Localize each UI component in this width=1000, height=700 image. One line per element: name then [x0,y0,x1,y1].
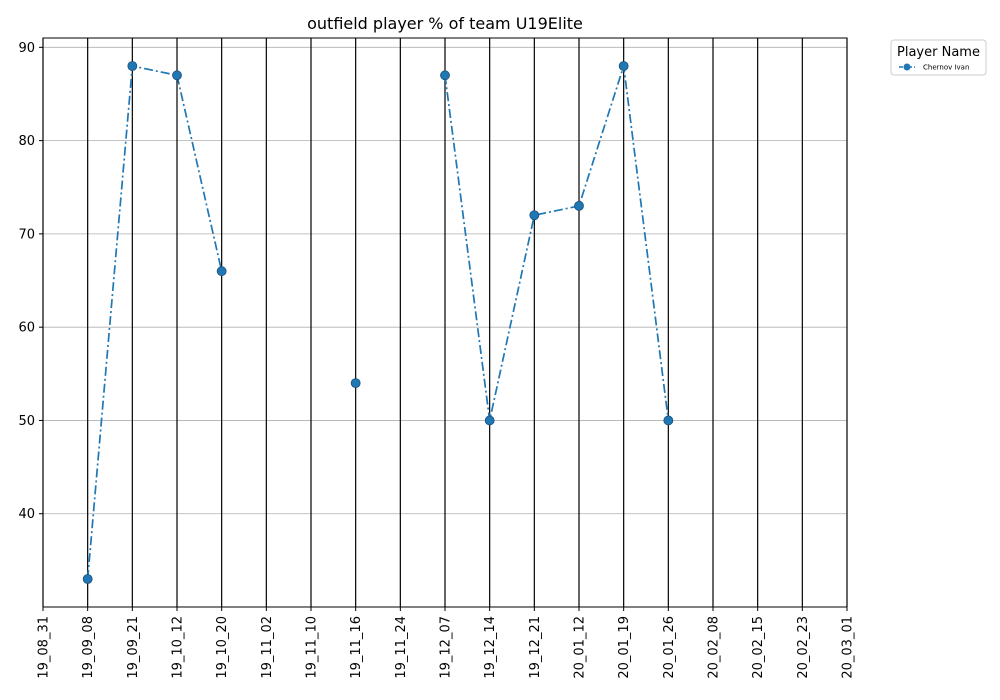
y-axis: 40 50 60 70 80 90 [18,41,43,522]
x-tick-label: 19_11_16 [349,616,364,679]
legend-entries: Chernov Ivan [899,63,969,72]
y-tick-label: 90 [18,41,35,56]
x-tick-label: 20_01_26 [662,616,677,679]
data-point [82,574,93,584]
data-point [484,415,495,426]
x-tick-label: 19_09_08 [81,616,96,679]
x-tick-label: 20_02_08 [707,616,722,679]
x-tick-label: 19_11_10 [305,616,320,679]
x-tick-label: 20_01_19 [617,616,632,679]
x-tick-label: 19_12_07 [439,616,454,679]
x-tick-label: 19_10_12 [171,616,186,679]
y-tick-label: 70 [18,227,35,242]
legend-title: Player Name [897,45,980,60]
x-tick-label: 19_10_20 [215,616,230,679]
y-tick-label: 80 [18,134,35,149]
series-line [444,65,670,421]
legend-entry-label: Chernov Ivan [923,64,969,72]
data-point [127,61,138,71]
x-tick-label: 20_02_15 [751,616,766,679]
data-point [618,61,629,71]
legend-marker [903,63,911,71]
x-tick-label: 19_09_21 [126,616,141,679]
data-point [172,70,182,81]
data-point [529,210,540,221]
y-tick-label: 60 [18,321,35,336]
series-line [86,64,223,580]
data-point [350,378,361,389]
x-tick-label: 19_11_24 [394,616,409,679]
data-point [216,266,227,277]
y-tick-label: 50 [18,414,35,429]
data-point [663,415,674,426]
y-tick-label: 40 [18,507,35,522]
data-point [440,70,450,81]
x-tick-label: 20_02_23 [796,616,811,679]
x-tick-label: 20_03_01 [841,616,856,679]
x-tick-label: 20_01_12 [573,616,588,679]
series-layer [82,61,674,584]
date-lines-layer [42,38,848,607]
x-tick-label: 19_12_14 [483,616,498,679]
x-tick-label: 19_12_21 [528,616,543,679]
x-axis: 19_08_31 19_09_08 19_09_21 19_10_12 19_10_20… [37,607,856,679]
data-point [574,201,584,211]
chart-title: outfield player % of team U19Elite [307,14,583,33]
legend: Player Name Chernov Ivan [890,39,987,76]
x-tick-label: 19_11_02 [260,616,275,679]
x-tick-label: 19_08_31 [37,616,52,679]
